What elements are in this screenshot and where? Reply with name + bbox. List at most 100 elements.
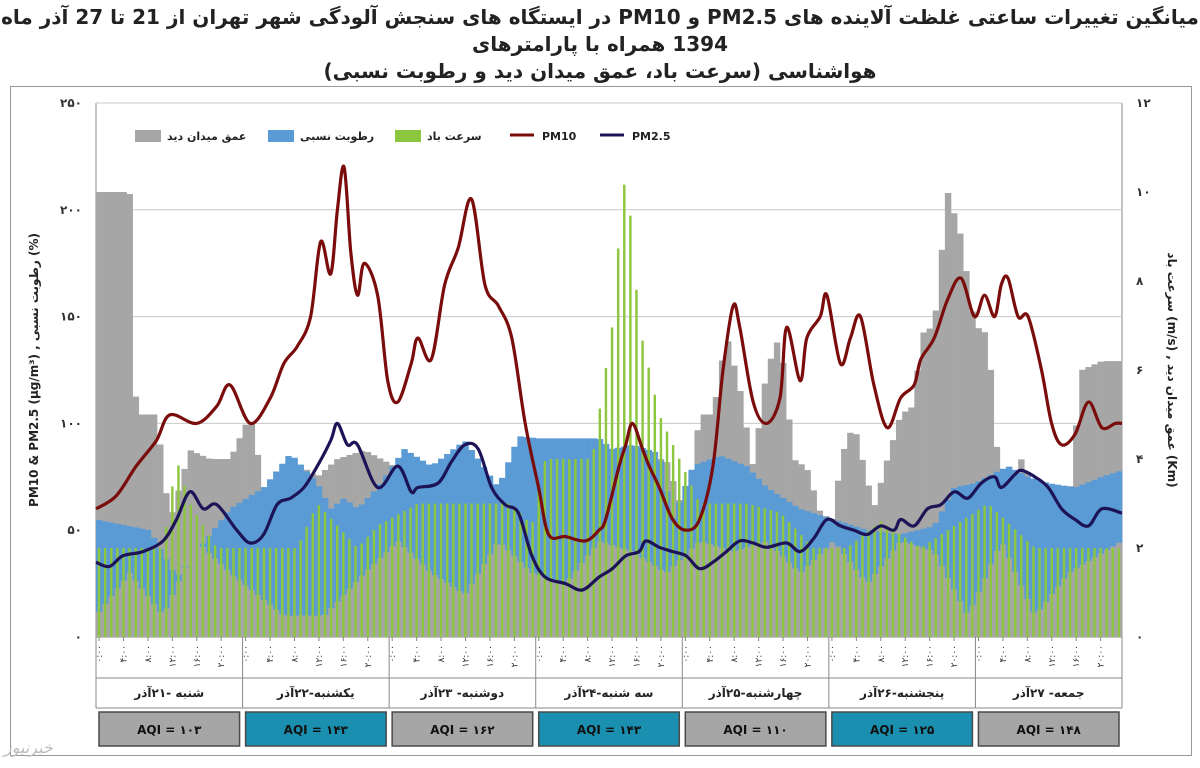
- visibility-bar: [144, 414, 152, 637]
- wind-speed-bar: [134, 548, 137, 637]
- watermark-logo: خبرنیوز: [4, 738, 53, 757]
- humidity-bar: [267, 479, 274, 605]
- humidity-bar: [816, 515, 824, 555]
- wind-speed-bar: [787, 522, 791, 637]
- humidity-bar: [297, 464, 304, 616]
- hour-tick-label: ۱۲:۰۰: [608, 645, 618, 667]
- y-right-tick-label: ۰: [1136, 630, 1143, 644]
- wind-speed-bar: [384, 521, 388, 637]
- wind-speed-bar: [720, 503, 724, 637]
- y-right-tick-label: ۱۲: [1136, 96, 1151, 110]
- wind-speed-bar: [116, 548, 119, 637]
- hour-tick-label: ۲۰:۰۰: [364, 645, 374, 667]
- visibility-bar: [926, 328, 933, 637]
- wind-speed-bar: [293, 548, 296, 637]
- humidity-bar: [370, 491, 378, 564]
- day-label: سه شنبه-۲۴آذر: [564, 685, 654, 700]
- wind-speed-bar: [458, 503, 461, 637]
- wind-speed-bar: [757, 506, 760, 637]
- wind-speed-bar: [317, 505, 321, 637]
- wind-speed-bar: [574, 459, 577, 637]
- humidity-bar: [364, 497, 372, 570]
- aqi-label: AQI = ۱۴۳: [284, 723, 349, 737]
- wind-speed-bar: [928, 542, 931, 637]
- humidity-bar: [212, 527, 219, 559]
- humidity-bar: [529, 437, 537, 574]
- aqi-box: [244, 711, 387, 747]
- day-label: شنبه -۲۱آذر: [133, 685, 204, 700]
- y-right-tick-label: ۶: [1136, 363, 1143, 377]
- wind-speed-bar: [653, 394, 657, 637]
- wind-speed-bar: [855, 540, 858, 637]
- wind-speed-bar: [726, 503, 730, 637]
- aqi-label: AQI = ۱۴۳: [577, 723, 642, 737]
- humidity-bar: [291, 457, 298, 616]
- hour-tick-label: ۸:۰۰: [290, 645, 300, 663]
- humidity-bar: [511, 446, 518, 557]
- wind-speed-bar: [171, 486, 174, 637]
- wind-speed-bar: [818, 548, 821, 637]
- wind-speed-bar: [488, 503, 492, 637]
- humidity-bar: [218, 520, 225, 565]
- wind-speed-bar: [1020, 535, 1023, 637]
- hour-tick-label: ۱۲:۰۰: [1048, 645, 1058, 667]
- humidity-bar: [236, 502, 243, 581]
- visibility-bar: [957, 233, 964, 638]
- wind-speed-bar: [213, 545, 217, 637]
- humidity-bar: [352, 507, 359, 583]
- hour-tick-label: ۱۲:۰۰: [168, 645, 178, 667]
- chart-title-line2: هواشناسی (سرعت باد، عمق میدان دید و رطوب…: [323, 59, 877, 83]
- wind-speed-bar: [232, 548, 235, 637]
- wind-speed-bar: [671, 445, 675, 637]
- hour-tick-label: ۰:۰۰: [388, 645, 398, 663]
- humidity-bar: [1036, 480, 1043, 610]
- humidity-bar: [828, 518, 836, 543]
- hour-tick-label: ۱۲:۰۰: [901, 645, 911, 667]
- visibility-bar: [126, 193, 133, 637]
- wind-speed-bar: [641, 340, 644, 637]
- hour-tick-label: ۴:۰۰: [266, 645, 276, 663]
- y-right-tick-label: ۴: [1136, 452, 1143, 466]
- wind-speed-bar: [659, 418, 663, 637]
- wind-speed-bar: [781, 515, 785, 637]
- wind-speed-bar: [165, 526, 168, 637]
- wind-speed-bar: [537, 491, 540, 637]
- y-left-tick-label: ۲۵۰: [60, 96, 82, 110]
- wind-speed-bar: [348, 539, 351, 637]
- aqi-label: AQI = ۱۴۸: [1017, 723, 1082, 737]
- wind-speed-bar: [635, 289, 638, 637]
- humidity-bar: [841, 522, 848, 555]
- legend-label: سرعت باد: [427, 130, 482, 143]
- aqi-label: AQI = ۱۰۳: [137, 723, 202, 737]
- wind-speed-bar: [403, 510, 406, 637]
- wind-speed-bar: [555, 459, 559, 637]
- wind-speed-bar: [647, 367, 650, 637]
- wind-speed-bar: [433, 503, 437, 637]
- wind-speed-bar: [525, 519, 528, 637]
- humidity-bar: [920, 528, 927, 549]
- wind-speed-bar: [708, 503, 711, 637]
- wind-speed-bar: [256, 548, 260, 637]
- wind-speed-bar: [543, 461, 547, 637]
- legend-swatch: [268, 130, 294, 142]
- wind-speed-bar: [678, 458, 681, 637]
- wind-speed-bar: [873, 526, 876, 637]
- y-left-tick-label: ۲۰۰: [60, 203, 82, 217]
- visibility-bar: [120, 192, 127, 637]
- y-left-tick-label: ۰: [75, 630, 82, 644]
- humidity-bar: [1005, 466, 1013, 559]
- wind-speed-bar: [189, 504, 192, 637]
- wind-speed-bar: [1007, 523, 1011, 637]
- hour-tick-label: ۱۶:۰۰: [1072, 645, 1082, 667]
- visibility-bar: [944, 192, 952, 638]
- hour-tick-label: ۰:۰۰: [681, 645, 691, 663]
- visibility-bar: [914, 370, 921, 637]
- wind-speed-bar: [183, 485, 186, 637]
- hour-tick-label: ۴:۰۰: [413, 645, 423, 663]
- wind-speed-bar: [965, 517, 968, 637]
- humidity-bar: [395, 457, 402, 542]
- wind-speed-bar: [128, 548, 131, 637]
- visibility-bar: [108, 192, 115, 637]
- humidity-bar: [260, 487, 268, 600]
- wind-speed-bar: [952, 525, 956, 637]
